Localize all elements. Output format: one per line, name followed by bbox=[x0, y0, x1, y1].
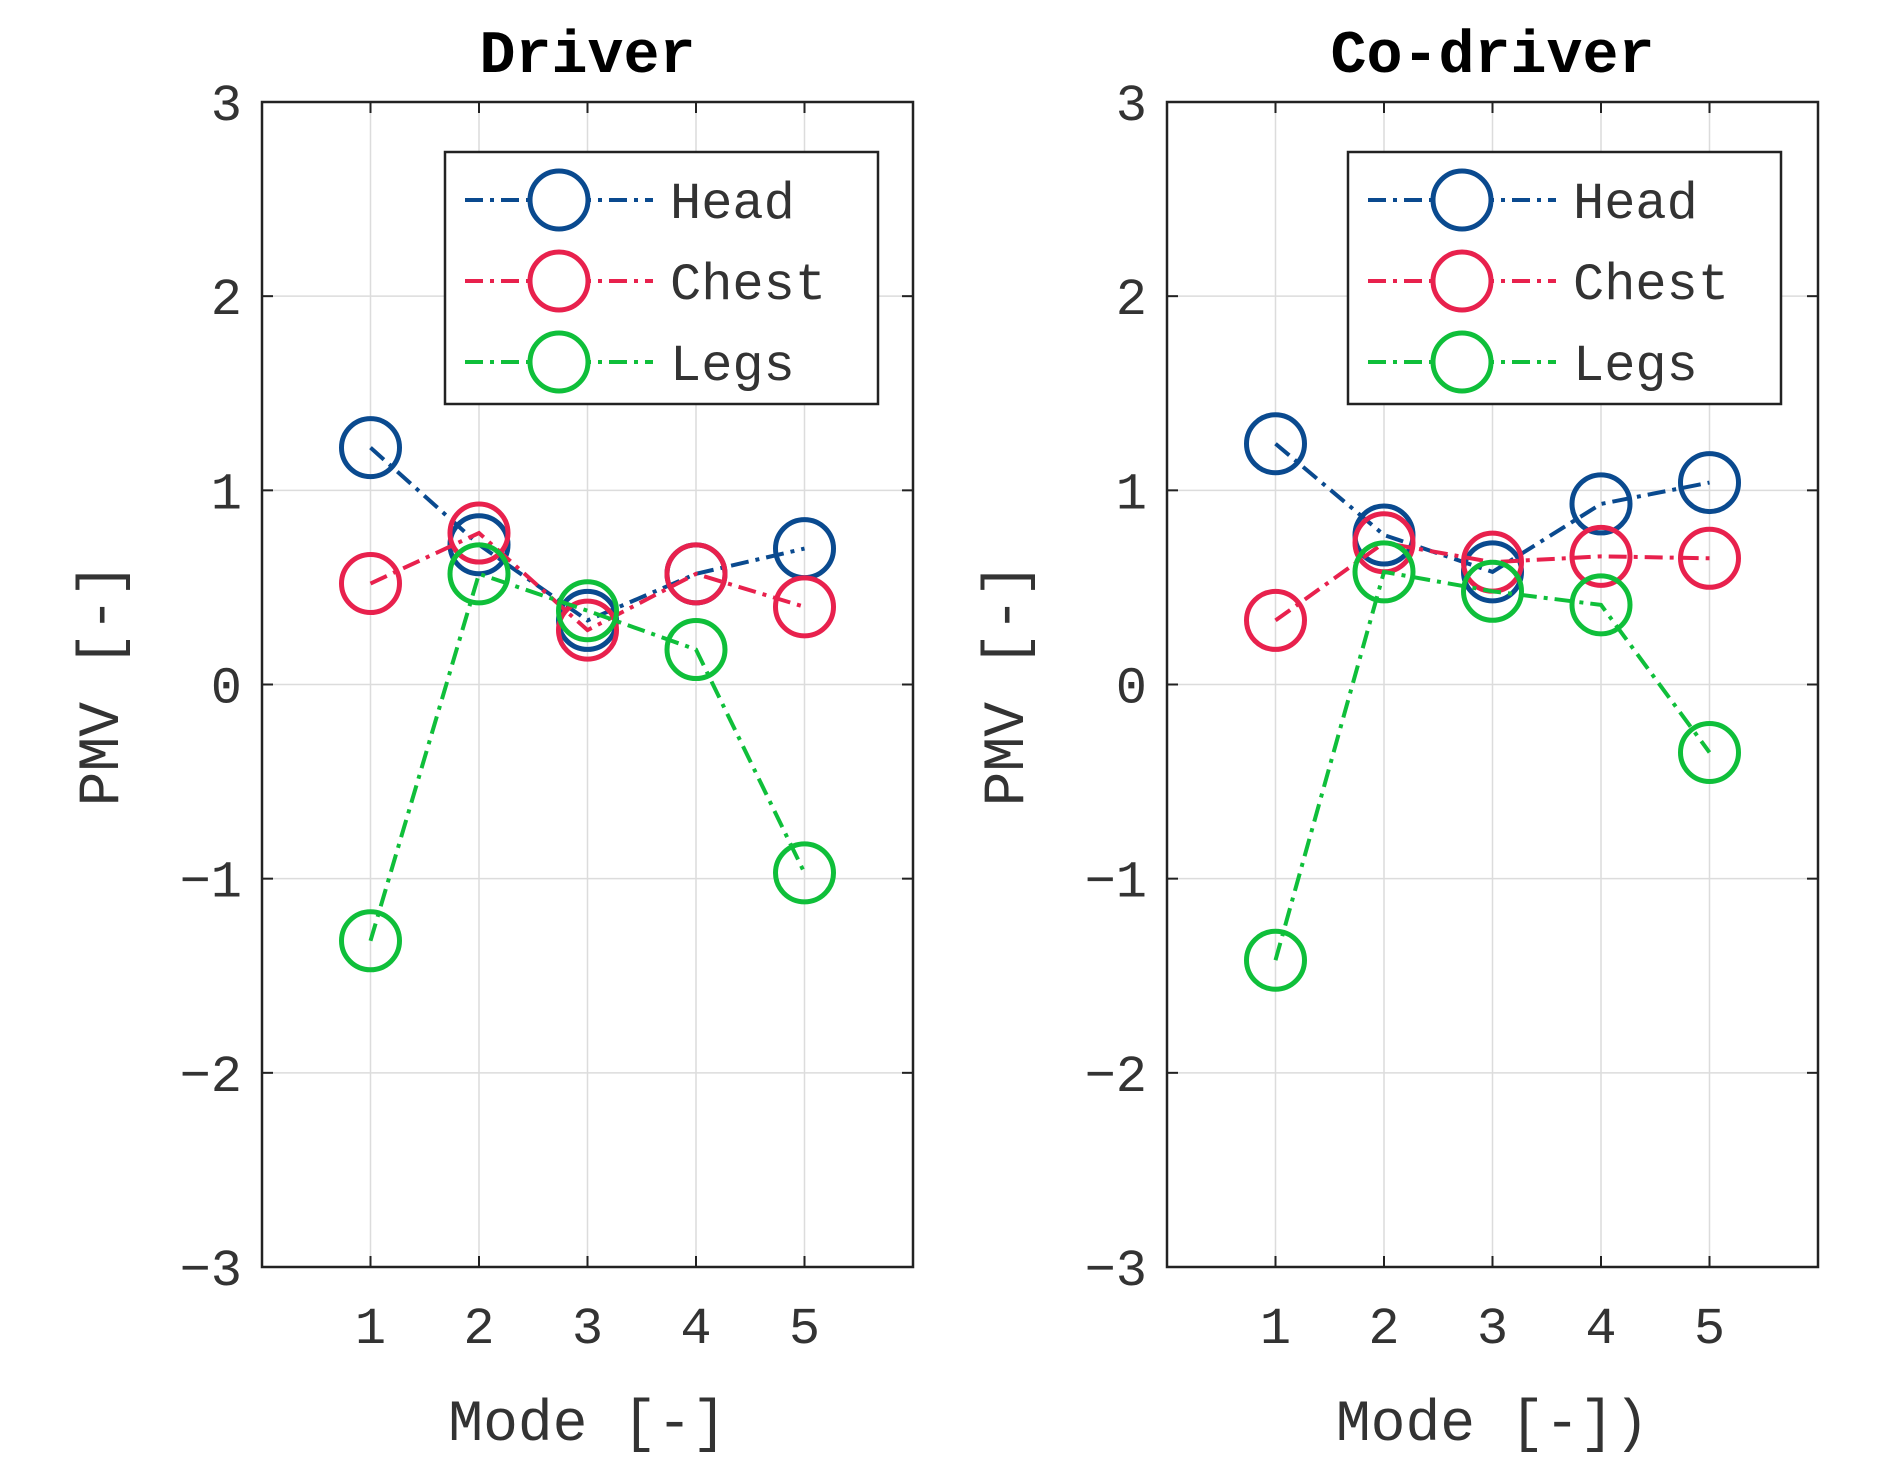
data-point-chest bbox=[773, 575, 836, 639]
data-point-legs bbox=[1569, 573, 1633, 637]
y-tick-label: 1 bbox=[211, 465, 242, 524]
y-tick-label: −1 bbox=[180, 854, 242, 913]
x-tick-label: 4 bbox=[680, 1300, 711, 1359]
data-point-head bbox=[1678, 451, 1741, 515]
data-point-legs bbox=[1352, 540, 1416, 604]
data-point-chest bbox=[1569, 524, 1633, 588]
data-point-legs bbox=[1461, 559, 1524, 623]
chart-title: Driver bbox=[479, 23, 695, 91]
data-point-legs bbox=[1678, 720, 1741, 784]
legend-marker-legs bbox=[1430, 330, 1494, 394]
y-tick-label: −2 bbox=[180, 1048, 242, 1107]
x-tick-label: 1 bbox=[1260, 1300, 1291, 1359]
y-tick-label: 2 bbox=[211, 271, 242, 330]
y-axis-label: PMV [-] bbox=[71, 563, 136, 807]
x-tick-label: 1 bbox=[355, 1300, 386, 1359]
data-point-chest bbox=[664, 542, 728, 606]
legend: Head Chest Legs bbox=[443, 150, 880, 406]
x-tick-label: 4 bbox=[1585, 1300, 1616, 1359]
y-tick-label: −1 bbox=[1085, 854, 1147, 913]
data-point-chest bbox=[339, 552, 402, 616]
y-tick-label: −2 bbox=[1085, 1048, 1147, 1107]
series-line-head bbox=[369, 446, 805, 623]
chart-panel-1: Driver 1 2 3 4 5 −3 −2 −1 0 1 2 3 Mode [-] PMV [-] Head… bbox=[71, 23, 915, 1458]
legend-label-legs: Legs bbox=[670, 337, 795, 396]
series-line-head bbox=[1274, 442, 1710, 575]
series-line-legs bbox=[1273, 569, 1712, 961]
legend-label-chest: Chest bbox=[670, 256, 826, 315]
x-axis-label: Mode [-]) bbox=[1336, 1393, 1649, 1458]
data-point-head bbox=[1244, 412, 1307, 476]
series-line-chest bbox=[369, 530, 806, 633]
data-point-chest bbox=[1678, 526, 1741, 590]
legend: Head Chest Legs bbox=[1346, 150, 1783, 406]
y-tick-label: 2 bbox=[1116, 271, 1147, 330]
data-point-chest bbox=[1244, 588, 1307, 652]
plot-frame bbox=[1165, 100, 1820, 1269]
legend-marker-chest bbox=[1430, 249, 1494, 313]
x-tick-label: 3 bbox=[572, 1300, 603, 1359]
legend-label-head: Head bbox=[670, 175, 795, 234]
legend-label-chest: Chest bbox=[1573, 256, 1729, 315]
data-point-chest bbox=[556, 598, 619, 662]
y-tick-label: 3 bbox=[1116, 77, 1147, 136]
y-tick-label: 1 bbox=[1116, 465, 1147, 524]
legend-label-head: Head bbox=[1573, 175, 1698, 234]
legend-label-legs: Legs bbox=[1573, 337, 1698, 396]
chart-title: Co-driver bbox=[1330, 23, 1654, 91]
y-tick-label: −3 bbox=[180, 1242, 242, 1301]
data-point-legs bbox=[447, 542, 511, 606]
y-tick-label: −3 bbox=[1085, 1242, 1147, 1301]
legend-marker-chest bbox=[527, 249, 591, 313]
series-line-legs bbox=[368, 571, 807, 942]
y-tick-label: 0 bbox=[211, 660, 242, 719]
data-point-legs bbox=[1244, 928, 1307, 992]
y-axis-label: PMV [-] bbox=[976, 563, 1041, 807]
x-axis-label: Mode [-] bbox=[448, 1393, 726, 1458]
data-point-legs bbox=[773, 841, 836, 905]
x-tick-label: 3 bbox=[1477, 1300, 1508, 1359]
x-tick-label: 5 bbox=[789, 1300, 820, 1359]
plot-frame bbox=[260, 100, 915, 1269]
legend-marker-head bbox=[527, 168, 591, 232]
x-tick-label: 5 bbox=[1694, 1300, 1725, 1359]
x-tick-label: 2 bbox=[1368, 1300, 1399, 1359]
data-point-legs bbox=[664, 618, 728, 682]
chart-panel-2: Co-driver 1 2 3 4 5 −3 −2 −1 0 1 2 3 Mode [-]) PMV [-]… bbox=[976, 23, 1820, 1458]
y-tick-label: 0 bbox=[1116, 660, 1147, 719]
legend-marker-head bbox=[1430, 168, 1494, 232]
data-point-legs bbox=[556, 579, 619, 643]
data-point-head bbox=[339, 416, 402, 480]
data-point-head bbox=[1569, 472, 1633, 536]
legend-marker-legs bbox=[527, 330, 591, 394]
data-point-legs bbox=[339, 909, 402, 973]
data-point-chest bbox=[447, 501, 511, 565]
x-tick-label: 2 bbox=[463, 1300, 494, 1359]
y-tick-label: 3 bbox=[211, 77, 242, 136]
